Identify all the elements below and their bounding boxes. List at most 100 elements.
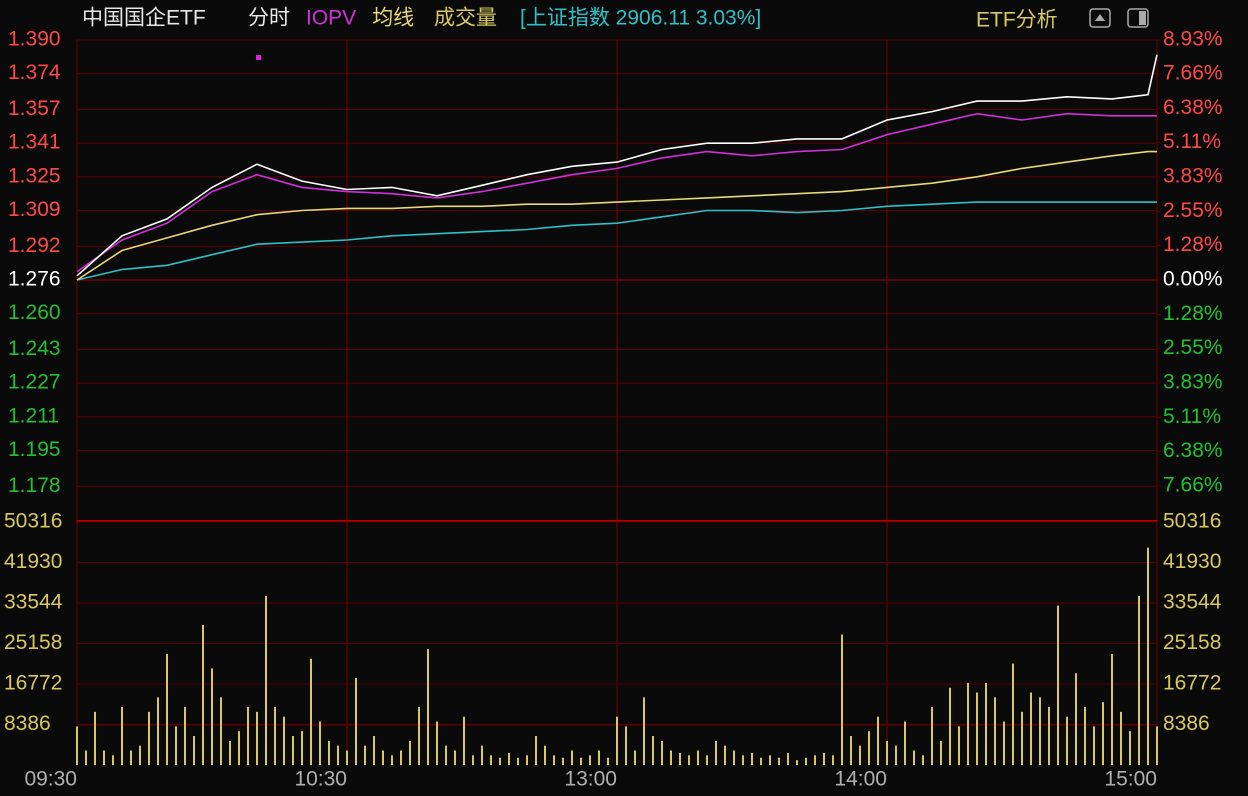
volume-bar [112,755,114,765]
volume-bar [670,750,672,765]
marker [256,55,261,60]
volume-bar [184,707,186,765]
y-tick-label: 1.243 [8,337,61,360]
volume-bar [301,731,303,765]
y-tick-label: 1.325 [8,164,61,187]
volume-bar [1012,663,1014,765]
volume-bar [1129,731,1131,765]
volume-bar [922,755,924,765]
volume-bar [652,736,654,765]
volume-bar [85,750,87,765]
y-tick-label: 1.195 [8,438,61,461]
volume-bar [985,682,987,765]
volume-bar [463,716,465,765]
volume-bar [310,658,312,765]
y2-tick-label: 3.83% [1163,165,1223,188]
volume-bar [1147,547,1149,765]
y2-tick-label: 8386 [1163,712,1210,735]
y2-tick-label: 8.93% [1163,28,1223,51]
volume-bar [148,711,150,765]
y2-tick-label: 33544 [1163,591,1222,614]
volume-bar [274,707,276,765]
y2-tick-label: 2.55% [1163,199,1223,222]
y2-tick-label: 6.38% [1163,439,1223,462]
volume-bar [607,757,609,765]
volume-bar [913,750,915,765]
volume-bar [319,721,321,765]
volume-bar [850,736,852,765]
y2-tick-label: 1.28% [1163,233,1223,256]
volume-bar [265,595,267,765]
volume-bar [805,757,807,765]
volume-bar [166,653,168,765]
volume-bar [1057,605,1059,765]
volume-bar [724,745,726,765]
y2-tick-label: 25158 [1163,631,1221,654]
volume-bar [679,752,681,765]
volume-bar [337,745,339,765]
y-tick-label: 1.211 [8,404,59,427]
volume-bar [895,745,897,765]
volume-bar [769,755,771,765]
volume-bar [742,755,744,765]
y2-tick-label: 7.66% [1163,473,1223,496]
volume-bar [787,752,789,765]
volume-bar [454,750,456,765]
volume-bar [130,750,132,765]
analysis-button[interactable]: ETF分析 [976,9,1058,32]
x-tick-label: 14:00 [834,768,887,791]
volume-bar [1084,707,1086,765]
volume-bar [760,757,762,765]
volume-bar [391,755,393,765]
volume-bar [841,634,843,765]
volume-bar [571,750,573,765]
volume-bar [562,757,564,765]
x-tick-label: 09:30 [24,768,77,791]
volume-bar [355,678,357,765]
volume-bar [868,731,870,765]
volume-bar [616,716,618,765]
y2-tick-label: 3.83% [1163,370,1223,393]
volume-bar [364,745,366,765]
volume-bar [193,736,195,765]
volume-bar [157,697,159,765]
legend-entry: 分时 [248,7,290,30]
x-tick-label: 15:00 [1104,768,1157,791]
volume-bar [994,697,996,765]
price-line [76,54,1158,277]
volume-bar [751,752,753,765]
volume-bar [499,757,501,765]
volume-bar [508,752,510,765]
volume-bar [886,740,888,765]
volume-bar [544,745,546,765]
panel-icon[interactable] [1127,8,1149,28]
volume-bar [382,750,384,765]
volume-bar [832,755,834,765]
volume-bar [967,682,969,765]
y2-tick-label: 6.38% [1163,96,1223,119]
y2-tick-label: 41930 [1163,550,1221,573]
volume-bar [814,755,816,765]
volume-bar [238,731,240,765]
volume-bar [1138,595,1140,765]
y-tick-label: 33544 [4,591,63,614]
volume-bar [877,716,879,765]
volume-bar [940,740,942,765]
volume-bar [292,736,294,765]
volume-bar [1048,707,1050,765]
y2-tick-label: 1.28% [1163,302,1223,325]
zoom-icon[interactable] [1089,8,1111,28]
volume-bar [598,750,600,765]
y-tick-label: 1.178 [8,474,61,497]
y-tick-label: 1.357 [8,97,61,120]
y-tick-label: 1.292 [8,234,61,257]
volume-bar [859,745,861,765]
volume-bar [472,755,474,765]
chart-title: 中国国企ETF [82,7,206,30]
volume-bar [1093,726,1095,765]
volume-bar [1039,697,1041,765]
volume-bar [418,707,420,765]
